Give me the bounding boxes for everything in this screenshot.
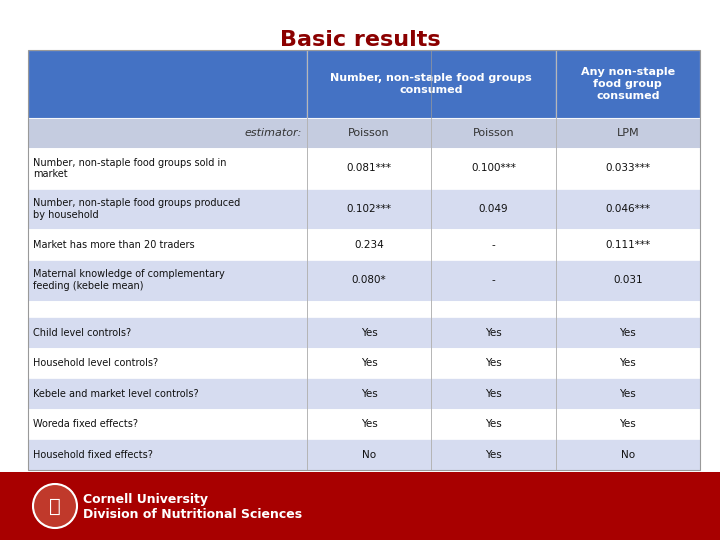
Text: Kebele and market level controls?: Kebele and market level controls? [33,389,199,399]
Bar [556,409,700,440]
Text: 0.102***: 0.102*** [346,204,392,214]
Bar [431,379,556,409]
Text: 🏛: 🏛 [49,496,61,516]
Bar [28,348,307,379]
Bar [556,148,700,188]
Text: Yes: Yes [485,450,502,460]
Text: Household level controls?: Household level controls? [33,358,158,368]
Text: Maternal knowledge of complementary
feeding (kebele mean): Maternal knowledge of complementary feed… [33,269,225,291]
Bar [556,188,700,230]
Bar [556,50,700,118]
Bar [307,148,431,188]
Bar [28,301,307,318]
Text: Yes: Yes [619,419,636,429]
Text: -: - [492,240,495,249]
Text: Yes: Yes [361,419,377,429]
Text: Number, non-staple food groups sold in
market: Number, non-staple food groups sold in m… [33,158,227,179]
Text: 0.234: 0.234 [354,240,384,249]
Text: Yes: Yes [619,389,636,399]
Bar [28,50,700,470]
Text: 0.100***: 0.100*** [471,163,516,173]
Text: Yes: Yes [361,389,377,399]
Text: Yes: Yes [619,358,636,368]
Bar [556,440,700,470]
Bar [431,188,556,230]
Text: Cornell University: Cornell University [83,492,208,505]
Text: Basic results: Basic results [279,30,441,50]
Bar [307,348,431,379]
Bar [431,230,556,260]
Text: Market has more than 20 traders: Market has more than 20 traders [33,240,194,249]
Bar [28,118,307,148]
Text: Number, non-staple food groups
consumed: Number, non-staple food groups consumed [330,73,532,95]
Bar [431,260,556,301]
Text: Yes: Yes [485,328,502,338]
Text: 0.111***: 0.111*** [606,240,650,249]
Text: Yes: Yes [619,328,636,338]
Text: Division of Nutritional Sciences: Division of Nutritional Sciences [83,508,302,521]
Bar [307,50,556,118]
Circle shape [33,484,77,528]
Bar [307,379,431,409]
Bar [307,188,431,230]
Text: 0.031: 0.031 [613,275,642,285]
Bar [28,50,307,118]
Bar [431,301,556,318]
Text: estimator:: estimator: [245,128,302,138]
Text: 0.080*: 0.080* [352,275,387,285]
Text: Poisson: Poisson [472,128,514,138]
Text: Yes: Yes [485,358,502,368]
Bar [556,318,700,348]
Text: LPM: LPM [616,128,639,138]
Bar [556,260,700,301]
Bar [0,472,720,540]
Text: Any non-staple
food group
consumed: Any non-staple food group consumed [581,68,675,100]
Text: Yes: Yes [361,358,377,368]
Bar [307,440,431,470]
Bar [307,260,431,301]
Bar [28,379,307,409]
Text: 0.046***: 0.046*** [606,204,650,214]
Bar [431,440,556,470]
Bar [307,318,431,348]
Text: Poisson: Poisson [348,128,390,138]
Text: No: No [621,450,635,460]
Bar [28,188,307,230]
Bar [556,230,700,260]
Bar [556,118,700,148]
Bar [431,409,556,440]
Text: Yes: Yes [361,328,377,338]
Text: No: No [362,450,376,460]
Bar [307,301,431,318]
Bar [431,118,556,148]
Text: Child level controls?: Child level controls? [33,328,131,338]
Text: 0.049: 0.049 [479,204,508,214]
Text: -: - [492,275,495,285]
Text: Yes: Yes [485,419,502,429]
Bar [307,409,431,440]
Text: 0.033***: 0.033*** [606,163,650,173]
Bar [431,148,556,188]
Bar [28,148,307,188]
Text: Woreda fixed effects?: Woreda fixed effects? [33,419,138,429]
Bar [556,379,700,409]
Bar [431,318,556,348]
Text: Number, non-staple food groups produced
by household: Number, non-staple food groups produced … [33,198,240,220]
Bar [431,348,556,379]
Bar [28,260,307,301]
Bar [307,118,431,148]
Bar [28,440,307,470]
Text: 0.081***: 0.081*** [346,163,392,173]
Bar [307,230,431,260]
Text: Yes: Yes [485,389,502,399]
Bar [28,318,307,348]
Bar [556,348,700,379]
Bar [28,409,307,440]
Bar [556,301,700,318]
Bar [28,230,307,260]
Text: Household fixed effects?: Household fixed effects? [33,450,153,460]
